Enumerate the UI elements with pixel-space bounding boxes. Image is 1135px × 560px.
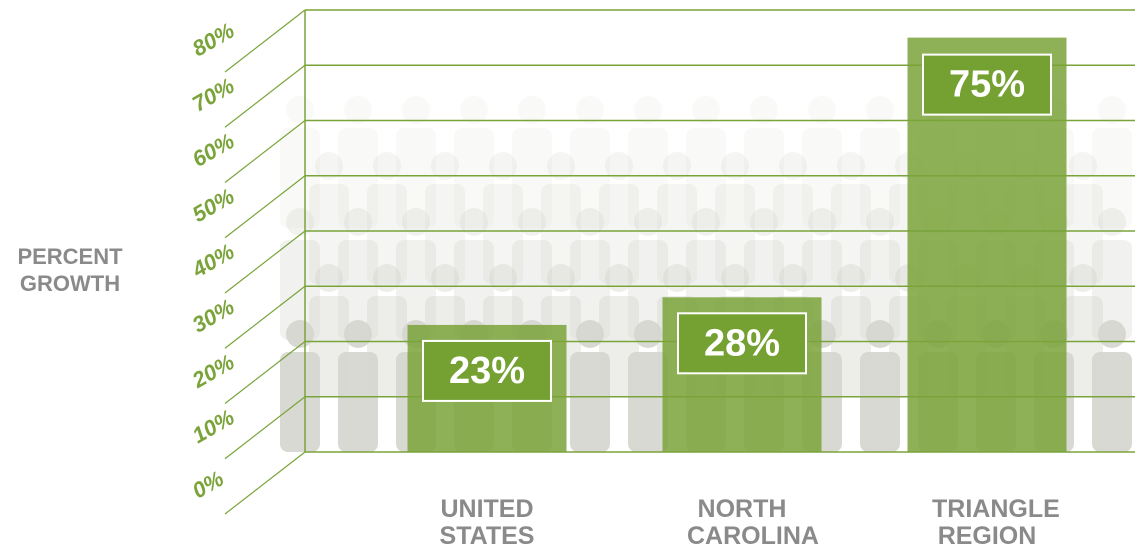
x-tick-label: NORTH CAROLINA	[687, 496, 797, 550]
y-tick-label: 0%	[188, 466, 228, 504]
x-tick-label: TRIANGLE REGION	[932, 496, 1042, 550]
perspective-line	[225, 452, 305, 514]
perspective-line	[225, 10, 305, 72]
person-body	[338, 128, 378, 228]
person-body	[686, 128, 726, 228]
person-body	[512, 128, 552, 228]
y-tick-label: 70%	[188, 73, 239, 117]
page: {"chart_data": {"type": "bar", "ylabel":…	[0, 0, 1135, 560]
y-tick-label: 50%	[188, 183, 239, 227]
person-body	[454, 128, 494, 228]
x-tick-label: UNITED STATES	[432, 496, 542, 550]
person-body	[396, 128, 436, 228]
person-body	[280, 128, 320, 228]
y-tick-label: 10%	[188, 404, 239, 448]
y-tick-label: 30%	[188, 294, 239, 338]
person-body	[802, 128, 842, 228]
chart: 0% 10% 20% 30% 40% 50% 60% 70% 80% 23% 28% 75%	[0, 0, 1135, 560]
person-body	[1092, 128, 1132, 228]
y-tick-label: 20%	[187, 349, 239, 393]
y-tick-label: 40%	[187, 239, 239, 283]
value-label: 28%	[704, 322, 780, 364]
value-label: 23%	[449, 350, 525, 392]
y-tick-label: 60%	[188, 128, 239, 172]
person-body	[744, 128, 784, 228]
person-body	[860, 128, 900, 228]
y-axis-label: PERCENT GROWTH	[0, 243, 140, 297]
value-label: 75%	[949, 64, 1025, 106]
y-tick-label: 80%	[188, 18, 239, 62]
person-body	[570, 128, 610, 228]
person-body	[628, 128, 668, 228]
